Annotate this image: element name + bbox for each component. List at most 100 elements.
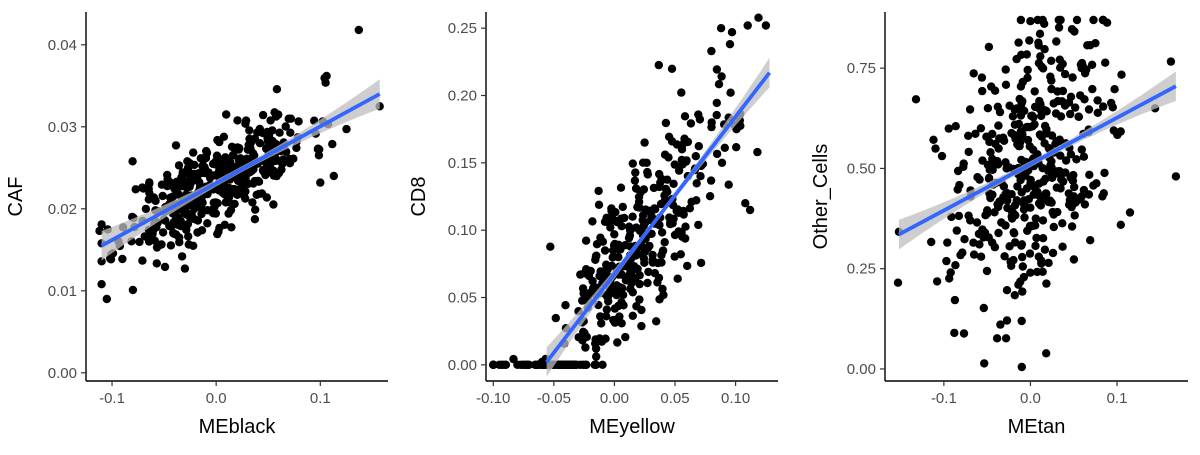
y-tick-label: 0.03 xyxy=(48,119,77,136)
data-point xyxy=(696,258,706,268)
data-point xyxy=(964,131,973,140)
data-point xyxy=(203,219,212,228)
data-point xyxy=(1100,168,1109,178)
data-point xyxy=(176,216,185,225)
data-point xyxy=(1084,105,1094,114)
data-point xyxy=(1088,84,1097,94)
data-point xyxy=(342,124,351,134)
data-point xyxy=(650,269,660,278)
data-point xyxy=(1003,203,1012,213)
data-point xyxy=(313,144,323,153)
data-point xyxy=(657,251,666,260)
data-point xyxy=(551,313,560,323)
data-point xyxy=(707,46,716,56)
data-point xyxy=(707,118,716,127)
data-point xyxy=(736,121,745,130)
data-point xyxy=(642,158,651,167)
data-point xyxy=(714,80,724,89)
data-point xyxy=(950,328,959,338)
data-point xyxy=(951,261,960,270)
data-point xyxy=(670,160,679,169)
data-point xyxy=(613,218,622,227)
data-point xyxy=(1038,216,1048,225)
data-point xyxy=(595,334,604,343)
data-points xyxy=(489,13,771,369)
data-point xyxy=(281,122,290,131)
data-point xyxy=(228,151,237,160)
data-point xyxy=(596,312,605,321)
data-point xyxy=(628,159,637,168)
data-point xyxy=(138,256,147,265)
data-point xyxy=(516,360,525,369)
data-point xyxy=(1048,207,1057,217)
data-point xyxy=(581,343,590,352)
data-point xyxy=(634,192,644,202)
data-point xyxy=(978,86,987,96)
data-point xyxy=(1012,54,1021,64)
data-point xyxy=(654,60,663,70)
data-point xyxy=(118,254,127,264)
data-point xyxy=(250,215,260,224)
data-point xyxy=(995,134,1004,143)
data-point xyxy=(1031,214,1041,223)
data-point xyxy=(712,98,721,108)
data-point xyxy=(611,208,620,217)
data-point xyxy=(592,352,601,361)
data-point xyxy=(976,252,986,261)
data-point xyxy=(292,143,301,153)
data-point xyxy=(592,251,601,260)
data-point xyxy=(1092,179,1101,188)
data-point xyxy=(602,305,611,314)
data-point xyxy=(960,235,969,244)
data-point xyxy=(1023,65,1032,75)
data-point xyxy=(259,167,268,176)
data-point xyxy=(329,171,338,181)
data-point xyxy=(999,193,1008,202)
data-point xyxy=(1116,220,1126,229)
data-point xyxy=(576,270,585,279)
data-point xyxy=(893,278,903,287)
data-point xyxy=(1077,145,1087,154)
x-tick-label: 0.05 xyxy=(660,390,689,407)
data-point xyxy=(250,176,259,186)
data-point xyxy=(289,154,298,163)
data-point xyxy=(978,225,987,234)
data-point xyxy=(224,209,233,218)
data-point xyxy=(625,231,635,240)
data-point xyxy=(190,160,199,170)
data-point xyxy=(625,265,635,274)
data-point xyxy=(1041,189,1051,198)
data-point xyxy=(1048,173,1057,182)
data-point xyxy=(627,276,637,285)
data-point xyxy=(277,165,286,174)
data-point xyxy=(1056,63,1065,72)
data-point xyxy=(195,178,204,187)
data-point xyxy=(189,148,198,157)
data-points xyxy=(95,25,384,304)
x-axis-title: MEtan xyxy=(1008,416,1066,438)
data-point xyxy=(128,157,137,166)
data-point xyxy=(1085,170,1094,179)
data-point xyxy=(631,184,641,193)
data-point xyxy=(955,180,964,190)
data-point xyxy=(1099,15,1108,25)
data-point xyxy=(489,360,498,369)
data-point xyxy=(694,220,703,230)
data-point xyxy=(951,122,960,131)
data-point xyxy=(1034,58,1044,68)
data-point xyxy=(1058,86,1068,96)
data-point xyxy=(1054,15,1064,25)
data-point xyxy=(717,72,726,81)
data-point xyxy=(261,158,271,167)
data-point xyxy=(1055,167,1064,176)
data-point xyxy=(1040,19,1049,28)
data-point xyxy=(1026,268,1035,277)
data-point xyxy=(97,220,106,229)
data-point xyxy=(716,24,726,33)
data-point xyxy=(945,274,954,283)
data-point xyxy=(639,185,649,194)
data-point xyxy=(659,290,668,300)
data-point xyxy=(983,209,992,218)
data-point xyxy=(546,242,555,251)
data-point xyxy=(594,186,603,196)
